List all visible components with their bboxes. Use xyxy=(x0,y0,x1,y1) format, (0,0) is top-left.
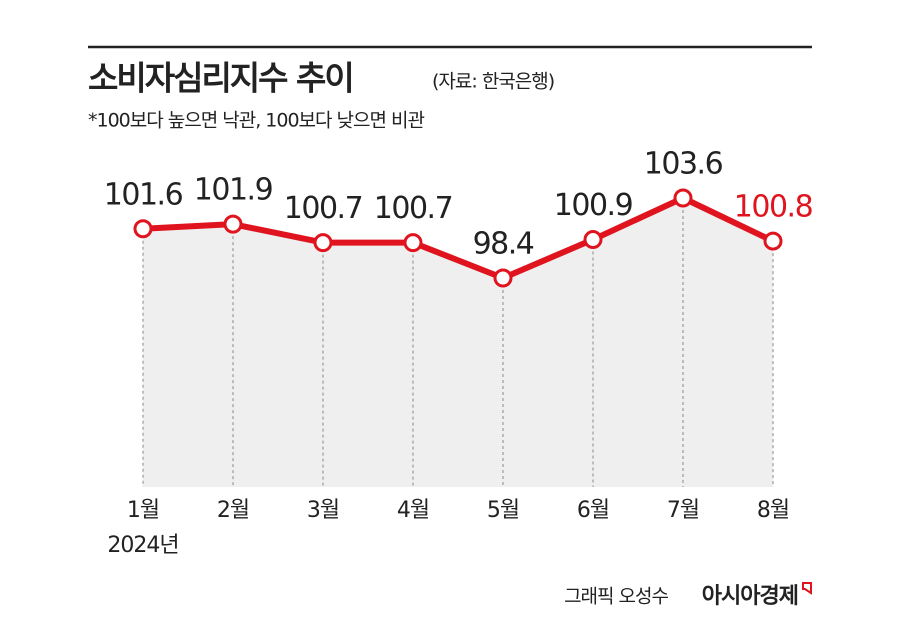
plot-area: 101.6 101.9 100.7 100.7 98.4 100.9 103.6 100.8 1… xyxy=(104,147,814,524)
value-label: 103.6 xyxy=(644,147,723,182)
value-label: 98.4 xyxy=(473,227,534,262)
source: (자료: 한국은행) xyxy=(432,71,554,93)
credit: 그래픽 오성수 xyxy=(564,586,668,608)
line xyxy=(142,195,775,281)
marker xyxy=(313,233,333,253)
marker xyxy=(763,231,783,251)
area xyxy=(143,198,773,487)
x-tick-label: 1월 xyxy=(127,498,159,523)
value-label: 100.9 xyxy=(554,188,632,223)
x-tick-label: 2월 xyxy=(217,498,249,523)
value-label: 100.8 xyxy=(734,190,813,225)
marker xyxy=(673,188,693,208)
x-tick-label: 5월 xyxy=(487,498,519,523)
value-label: 100.7 xyxy=(374,191,452,226)
x-tick-label: 7월 xyxy=(667,498,699,523)
value-label: 100.7 xyxy=(284,191,362,226)
marker xyxy=(133,219,153,239)
x-tick-label: 6월 xyxy=(577,498,609,523)
x-tick-label: 3월 xyxy=(307,498,339,523)
chart-title: 소비자심리지수 추이 xyxy=(88,59,353,98)
x-tick-label: 8월 xyxy=(757,498,789,523)
subtitle: *100보다 높으면 낙관, 100보다 낮으면 비관 xyxy=(88,110,425,132)
marker xyxy=(223,214,243,234)
brand-icon xyxy=(802,582,812,595)
marker xyxy=(403,233,423,253)
value-label: 101.9 xyxy=(194,173,272,208)
year-label: 2024년 xyxy=(107,533,178,558)
marker xyxy=(493,268,513,288)
brand: 아시아경제 xyxy=(702,584,798,609)
marker xyxy=(583,230,603,250)
value-label: 101.6 xyxy=(104,177,183,212)
x-tick-label: 4월 xyxy=(397,498,429,523)
